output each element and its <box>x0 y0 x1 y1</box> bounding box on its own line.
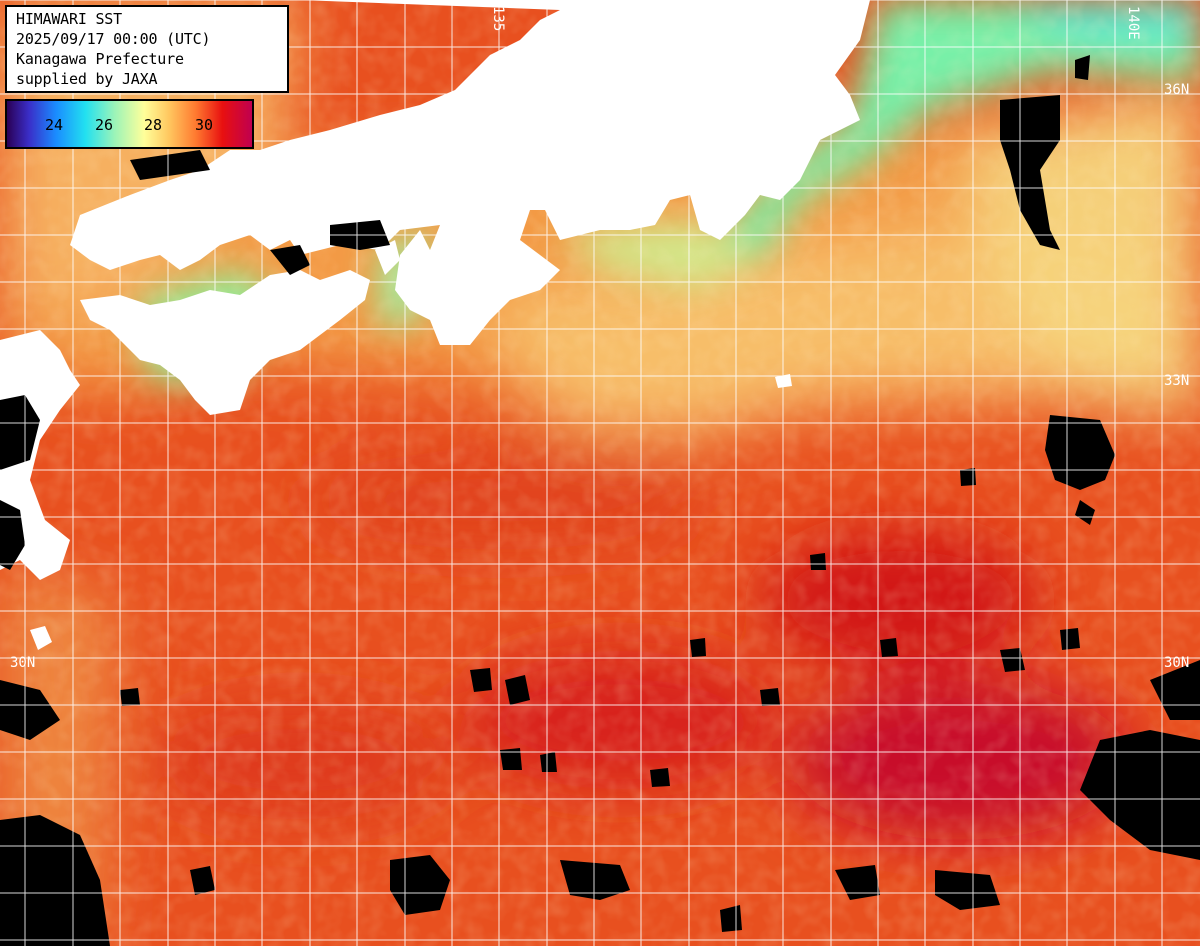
legend-label-28: 28 <box>144 116 163 134</box>
grid-labels: 36N 33N 30N 33 30N 135 140E <box>10 6 1189 671</box>
info-supplier: supplied by JAXA <box>16 70 158 88</box>
temperature-legend: 24 26 28 30 <box>5 99 254 149</box>
info-region: Kanagawa Prefecture <box>16 50 184 68</box>
shikoku-land <box>80 270 370 415</box>
lat-label-left-33: 33 <box>10 373 27 389</box>
lat-label-left-30n: 30N <box>10 655 35 671</box>
info-title: HIMAWARI SST <box>16 10 122 28</box>
honshu-land <box>70 0 870 345</box>
lat-label-36n: 36N <box>1164 82 1189 98</box>
info-box: HIMAWARI SST 2025/09/17 00:00 (UTC) Kana… <box>5 5 289 93</box>
lon-label-140e: 140E <box>1125 6 1141 40</box>
lat-label-33n: 33N <box>1164 373 1189 389</box>
lat-label-30n: 30N <box>1164 655 1189 671</box>
lon-label-135: 135 <box>490 6 506 31</box>
info-timestamp: 2025/09/17 00:00 (UTC) <box>16 30 211 48</box>
legend-label-30: 30 <box>195 116 214 134</box>
legend-label-24: 24 <box>45 116 64 134</box>
legend-label-26: 26 <box>95 116 114 134</box>
